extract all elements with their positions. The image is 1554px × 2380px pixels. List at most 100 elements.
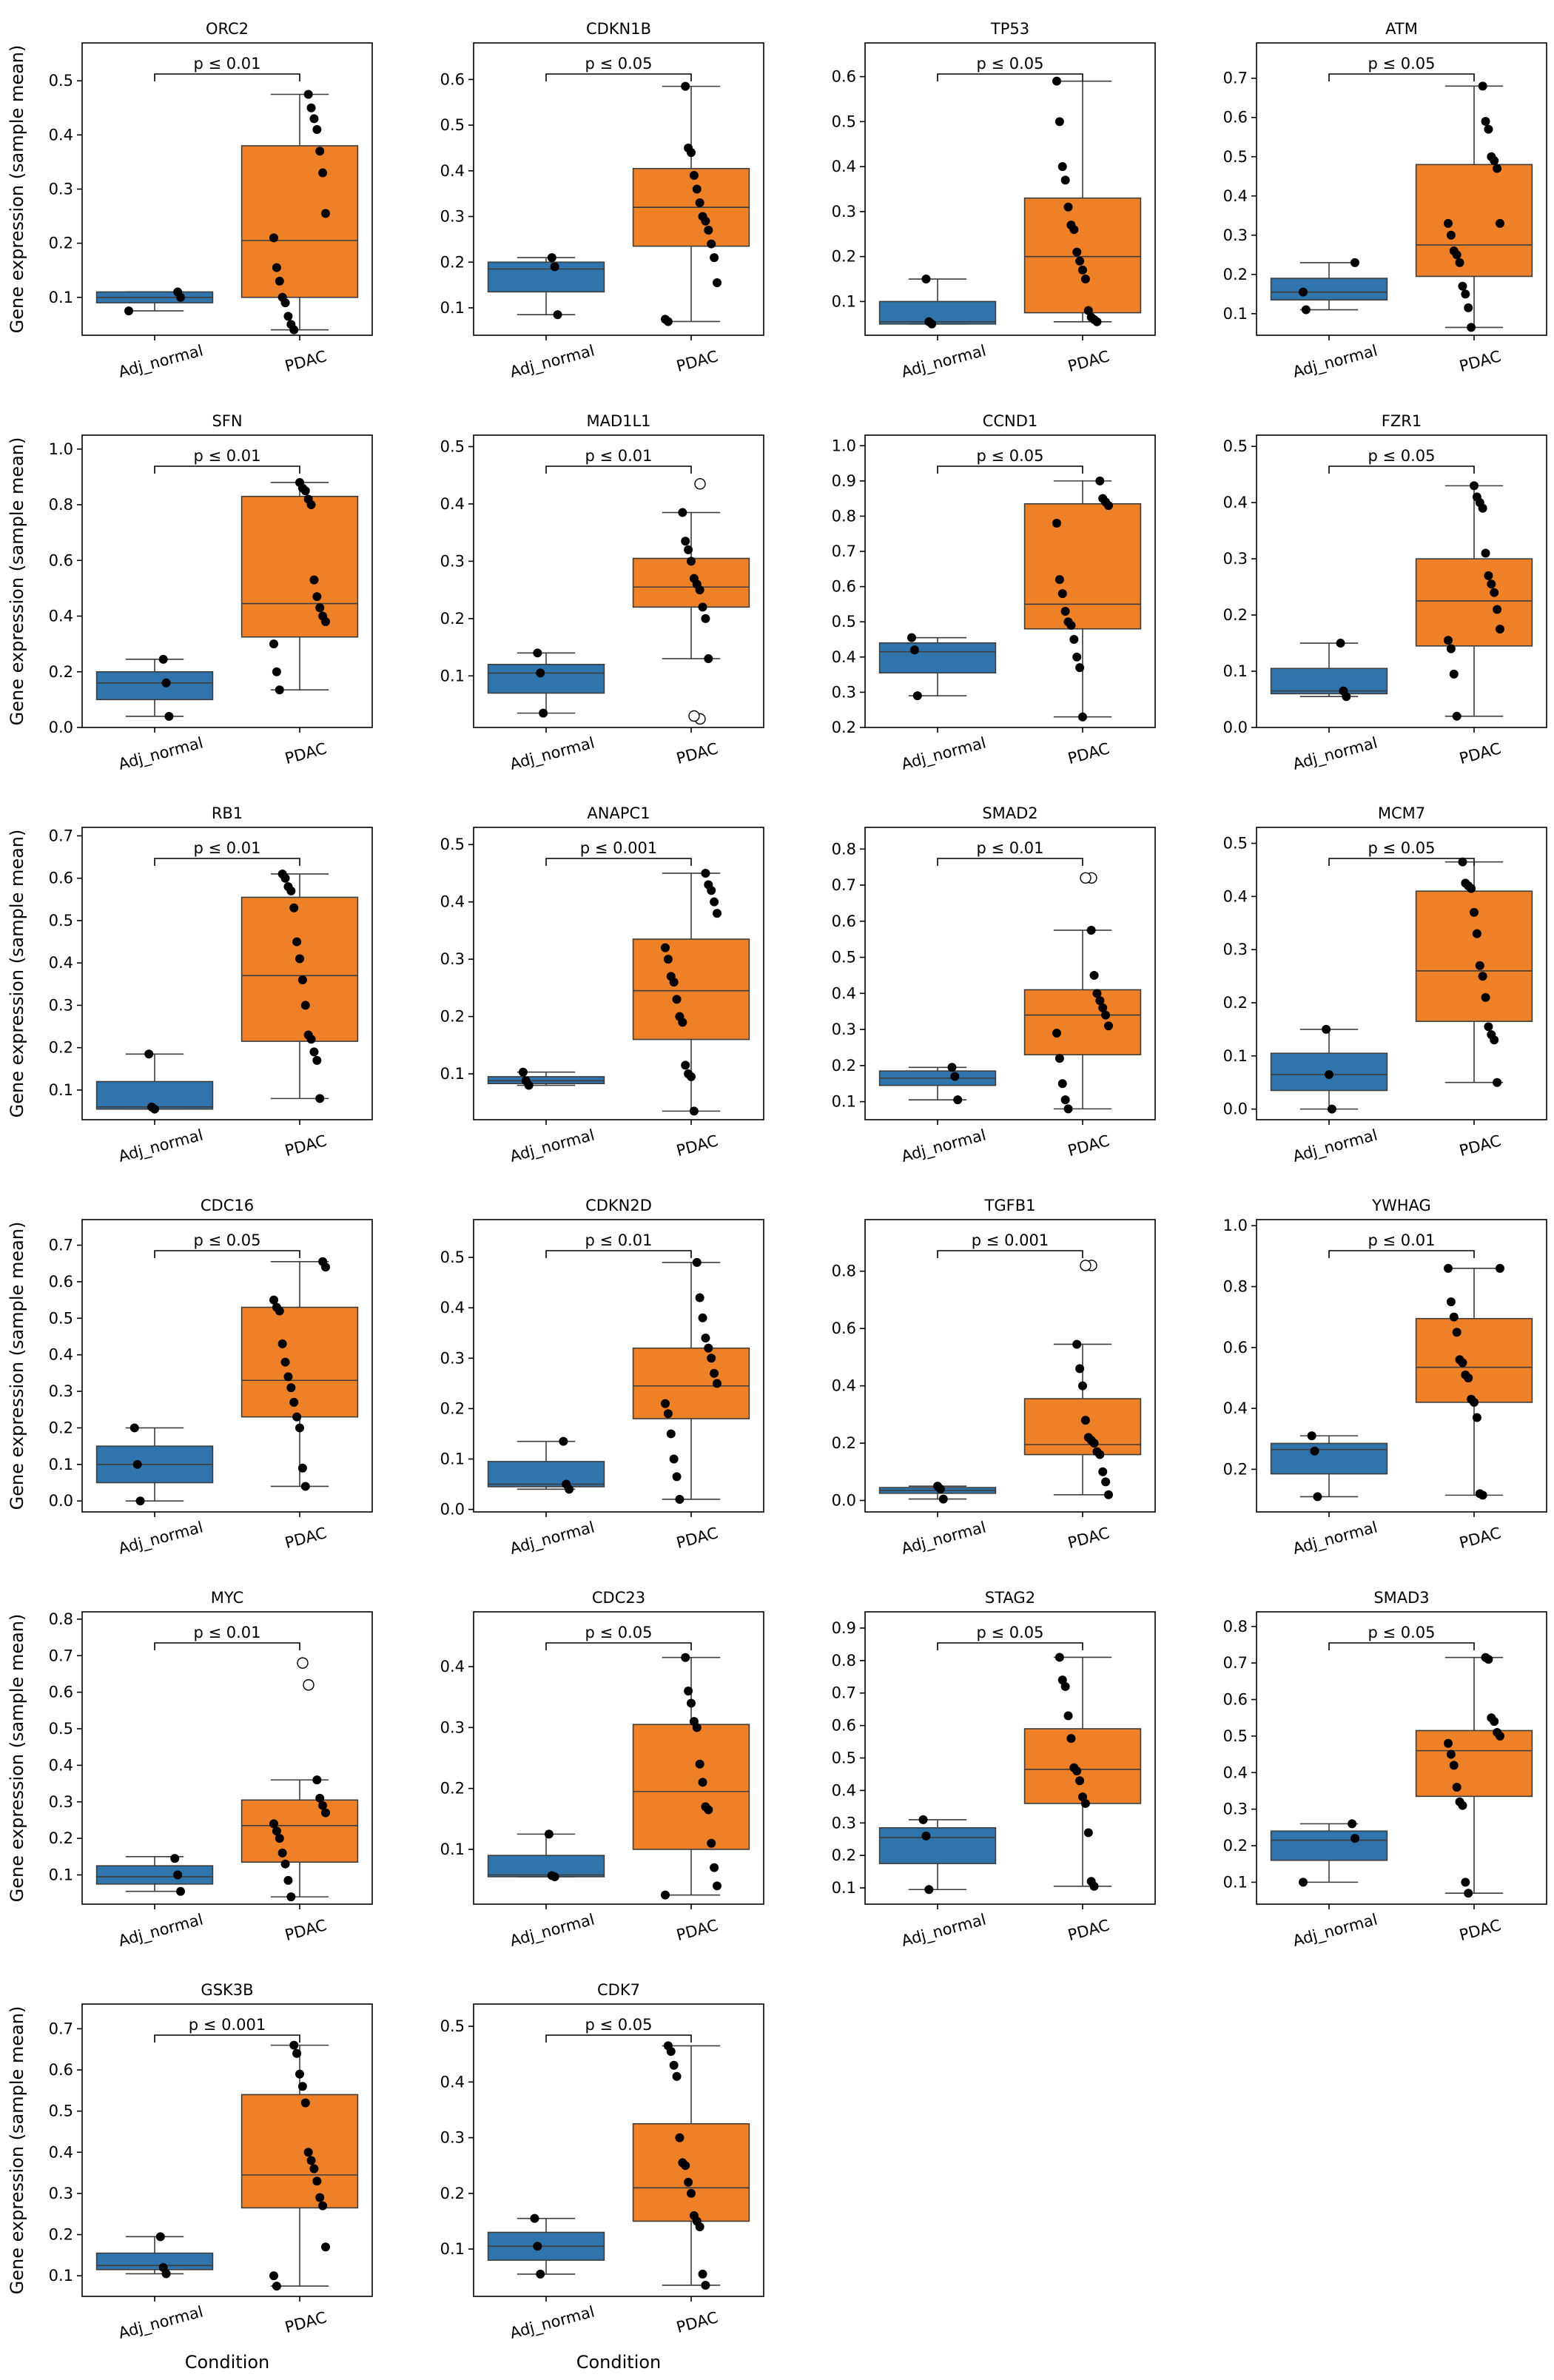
- data-point: [1080, 1416, 1090, 1425]
- y-tick-label: 0.5: [49, 1720, 73, 1738]
- significance-label: p ≤ 0.05: [1368, 839, 1435, 857]
- axes-frame: [81, 42, 373, 336]
- axes-frame: [1256, 434, 1547, 728]
- data-point: [1467, 323, 1476, 332]
- data-point: [669, 1454, 679, 1464]
- data-point: [1461, 1878, 1470, 1887]
- box-pdac: [1023, 197, 1142, 314]
- panel-smad3: SMAD3 0.1 0.2 0.3 0.4 0.5 0.6 0.7 0.8 p ≤ 0.05 Adj…: [1223, 1589, 1547, 1951]
- data-point: [292, 2048, 302, 2058]
- data-point: [1350, 1834, 1359, 1843]
- data-point: [1086, 925, 1096, 935]
- data-point: [315, 1094, 325, 1103]
- data-point: [1313, 1492, 1322, 1502]
- y-tick-label: 0.2: [1223, 1837, 1248, 1855]
- significance-bracket: [545, 73, 692, 81]
- data-point: [1052, 76, 1061, 86]
- data-point: [1310, 1446, 1319, 1456]
- y-tick-label: 0.5: [440, 836, 465, 853]
- x-tick-label-pdac: PDAC: [1066, 1132, 1111, 1160]
- y-axis-label: Gene expression (sample mean): [7, 1222, 27, 1510]
- y-tick-label: 0.4: [832, 984, 856, 1002]
- y-axis-label: Gene expression (sample mean): [7, 437, 27, 726]
- data-point: [681, 1060, 690, 1070]
- y-tick-label: 0.2: [440, 1399, 465, 1417]
- data-point: [1461, 289, 1470, 299]
- data-point: [687, 557, 696, 566]
- data-point: [303, 90, 313, 99]
- axes-frame: [473, 434, 764, 728]
- outlier-point: [1080, 1260, 1092, 1271]
- data-point: [544, 1829, 554, 1839]
- y-tick-label: 0.5: [1223, 835, 1248, 853]
- data-point: [666, 1429, 676, 1439]
- data-point: [1075, 1776, 1085, 1786]
- data-point: [912, 691, 922, 701]
- data-point: [701, 868, 710, 878]
- x-tick-label-pdac: PDAC: [283, 1132, 328, 1160]
- y-tick-label: 0.2: [1223, 266, 1248, 283]
- x-tick-label-pdac: PDAC: [1457, 347, 1502, 375]
- y-tick-label: 0.2: [832, 248, 856, 266]
- data-point: [1481, 117, 1490, 127]
- data-point: [147, 1102, 157, 1112]
- data-point: [272, 263, 281, 272]
- data-point: [321, 209, 330, 218]
- data-point: [663, 955, 673, 964]
- axes-frame: [864, 1219, 1156, 1513]
- data-point: [661, 1890, 670, 1900]
- y-tick-label: 0.1: [1223, 1047, 1248, 1065]
- y-tick-label: 0.6: [832, 912, 856, 930]
- significance-bracket: [154, 73, 300, 81]
- y-tick-label: 0.3: [49, 996, 73, 1014]
- data-point: [1078, 712, 1087, 722]
- data-point: [1464, 303, 1473, 312]
- y-tick-label: 0.6: [49, 2061, 73, 2079]
- panel-stag2: STAG2 0.1 0.2 0.3 0.4 0.5 0.6 0.7 0.8 0.9 p ≤ 0.05…: [832, 1589, 1156, 1951]
- axes-frame: [473, 2003, 764, 2297]
- data-point: [1446, 230, 1456, 240]
- box-pdac: [240, 896, 359, 1042]
- y-tick-label: 0.1: [1223, 305, 1248, 323]
- significance-label: p ≤ 0.05: [1368, 447, 1435, 465]
- data-point: [1461, 1370, 1470, 1379]
- data-point: [309, 1047, 319, 1057]
- x-tick-label-adj_normal: Adj_normal: [508, 341, 596, 381]
- y-tick-label: 0.9: [832, 1619, 856, 1637]
- y-tick-label: 0.7: [49, 1647, 73, 1664]
- axes-frame: [1256, 827, 1547, 1120]
- data-point: [1490, 588, 1499, 597]
- data-point: [297, 975, 307, 985]
- data-point: [1481, 548, 1490, 558]
- data-point: [292, 937, 302, 947]
- data-point: [1467, 1394, 1476, 1404]
- x-tick-label-adj_normal: Adj_normal: [508, 2302, 596, 2342]
- data-point: [698, 1778, 707, 1787]
- data-point: [321, 2242, 330, 2252]
- data-point: [1083, 306, 1093, 315]
- data-point: [1092, 1447, 1102, 1456]
- data-point: [1446, 1749, 1456, 1759]
- x-tick-label-adj_normal: Adj_normal: [116, 1126, 205, 1166]
- y-tick-label: 0.4: [1223, 887, 1248, 905]
- significance-bracket: [937, 1250, 1083, 1258]
- y-tick-label: 0.8: [832, 1652, 856, 1670]
- data-point: [1452, 1328, 1462, 1337]
- y-tick-label: 0.3: [832, 683, 856, 701]
- x-tick-label-pdac: PDAC: [1066, 1524, 1111, 1552]
- y-tick-label: 0.5: [1223, 148, 1248, 166]
- data-point: [1072, 1339, 1082, 1349]
- y-tick-label: 0.8: [1223, 1618, 1248, 1636]
- x-tick-label-adj_normal: Adj_normal: [1291, 1126, 1379, 1166]
- y-axis-label: Gene expression (sample mean): [7, 830, 27, 1118]
- y-tick-label: 0.4: [1223, 187, 1248, 205]
- data-point: [1472, 929, 1481, 938]
- y-tick-label: 0.0: [49, 719, 73, 736]
- x-tick-label-adj_normal: Adj_normal: [1291, 1518, 1379, 1558]
- significance-bracket: [1328, 1250, 1475, 1258]
- data-point: [1470, 481, 1479, 491]
- y-tick-label: 0.4: [1223, 494, 1248, 511]
- y-tick-label: 0.4: [440, 1658, 465, 1675]
- y-tick-label: 0.7: [49, 2020, 73, 2037]
- data-point: [309, 2164, 319, 2174]
